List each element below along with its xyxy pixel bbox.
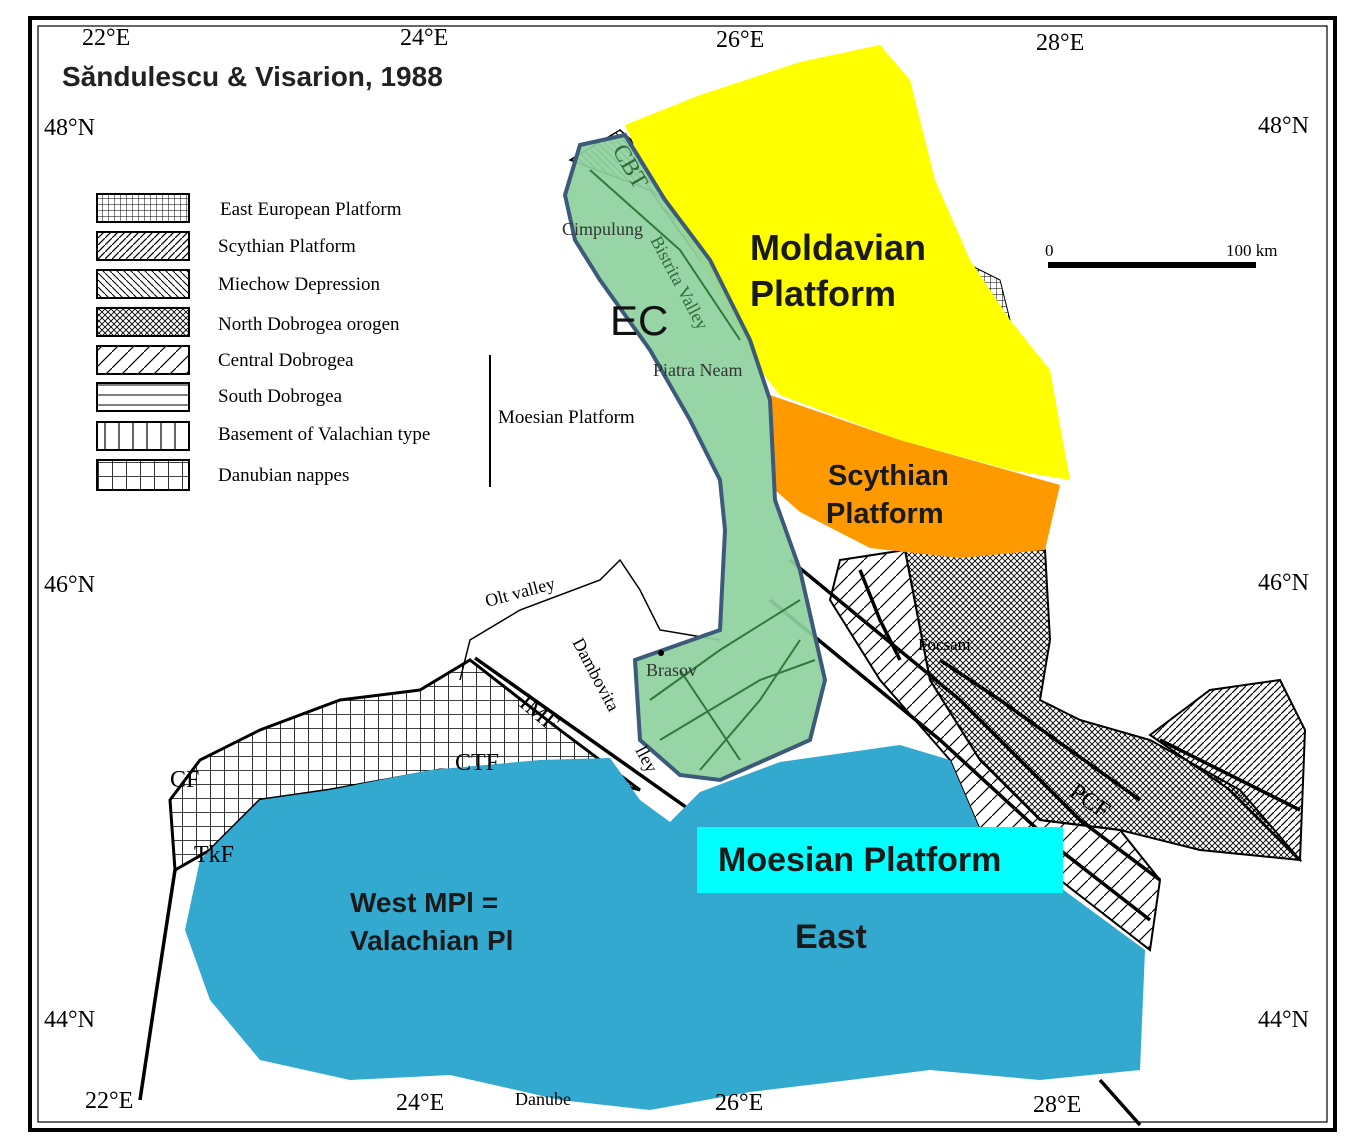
map-inner-frame xyxy=(37,25,1328,1123)
legend-label: East European Platform xyxy=(220,199,402,220)
lon-label-bottom: 24°E xyxy=(396,1090,444,1116)
legend-swatch-north-dobrogea xyxy=(96,307,190,337)
faults xyxy=(138,558,1301,1127)
lat-label-left: 44°N xyxy=(44,1007,95,1033)
legend-label: South Dobrogea xyxy=(218,386,343,407)
scythian-platform-region xyxy=(770,395,1060,558)
scale-end: 100 km xyxy=(1226,241,1277,260)
legend-label: Central Dobrogea xyxy=(218,350,354,371)
place-campulung: Cimpulung xyxy=(562,219,643,239)
legend-swatch-danubian xyxy=(96,459,190,491)
lon-label-bottom: 22°E xyxy=(85,1088,133,1114)
place-olt: Olt valley xyxy=(483,573,557,611)
lon-label-bottom: 28°E xyxy=(1033,1092,1081,1118)
scale-start: 0 xyxy=(1045,241,1054,260)
central-dobrogea-area xyxy=(828,548,1162,952)
scythian-hatch-area xyxy=(1148,678,1307,863)
carpathian-outline xyxy=(459,558,721,681)
lat-label-right: 46°N xyxy=(1258,570,1309,596)
fault-label-tkf: TkF xyxy=(194,842,234,868)
lat-label-left: 48°N xyxy=(44,115,95,141)
scythian-label: Platform xyxy=(826,498,944,530)
legend-label: North Dobrogea orogen xyxy=(218,314,400,335)
legend-swatch-south-dobrogea xyxy=(96,382,190,412)
legend-label: Basement of Valachian type xyxy=(218,424,430,445)
brasov-marker xyxy=(658,650,664,656)
moldavian-label: Moldavian xyxy=(750,227,926,268)
scale-bar xyxy=(1048,262,1256,268)
lon-label-bottom: 26°E xyxy=(715,1090,763,1116)
legend-label: Scythian Platform xyxy=(218,236,356,257)
fault-label-cf: CF xyxy=(170,767,199,793)
fault-label-ctf: CTF xyxy=(455,750,499,776)
legend-swatch-scythian xyxy=(96,231,190,261)
moldavian-platform-region xyxy=(625,45,1070,480)
east-label: East xyxy=(795,918,867,956)
ec-internal-faults xyxy=(589,169,816,771)
place-danube: Danube xyxy=(515,1089,571,1109)
ec-region xyxy=(562,132,828,783)
lon-label-top: 24°E xyxy=(400,25,448,51)
lon-label-top: 28°E xyxy=(1036,30,1084,56)
lat-label-right: 44°N xyxy=(1258,1007,1309,1033)
legend-label: Miechow Depression xyxy=(218,274,380,295)
lat-label-left: 46°N xyxy=(44,572,95,598)
moesian-label: Moesian Platform xyxy=(718,841,1001,879)
ec-label: EC xyxy=(610,297,668,344)
legend-swatch-central-dobrogea xyxy=(96,345,190,375)
legend-swatch-valachian xyxy=(96,421,190,451)
lat-label-right: 48°N xyxy=(1258,113,1309,139)
map-frame xyxy=(28,16,1337,1132)
scythian-label: Scythian xyxy=(828,460,949,492)
legend-label: Danubian nappes xyxy=(218,465,349,486)
lon-label-top: 22°E xyxy=(82,25,130,51)
citation-title: Săndulescu & Visarion, 1988 xyxy=(62,61,443,92)
legend-swatch-east-european xyxy=(96,193,190,223)
moesian-label-box xyxy=(697,827,1063,893)
legend-group-label: Moesian Platform xyxy=(498,407,635,428)
place-focsani: Focsani xyxy=(918,635,971,654)
moldavian-label: Platform xyxy=(750,273,896,314)
legend-swatch-miechow xyxy=(96,269,190,299)
place-piatra: Piatra Neam xyxy=(653,360,742,380)
west-label: West MPl = xyxy=(350,887,498,918)
danubian-nappes-area xyxy=(168,658,641,873)
west-label: Valachian Pl xyxy=(350,925,513,956)
place-dambovita: Dambovita xyxy=(568,634,623,714)
lon-label-top: 26°E xyxy=(716,27,764,53)
place-brasov: Brasov xyxy=(646,660,697,680)
legend: East European Platform Scythian Platform… xyxy=(96,193,635,491)
